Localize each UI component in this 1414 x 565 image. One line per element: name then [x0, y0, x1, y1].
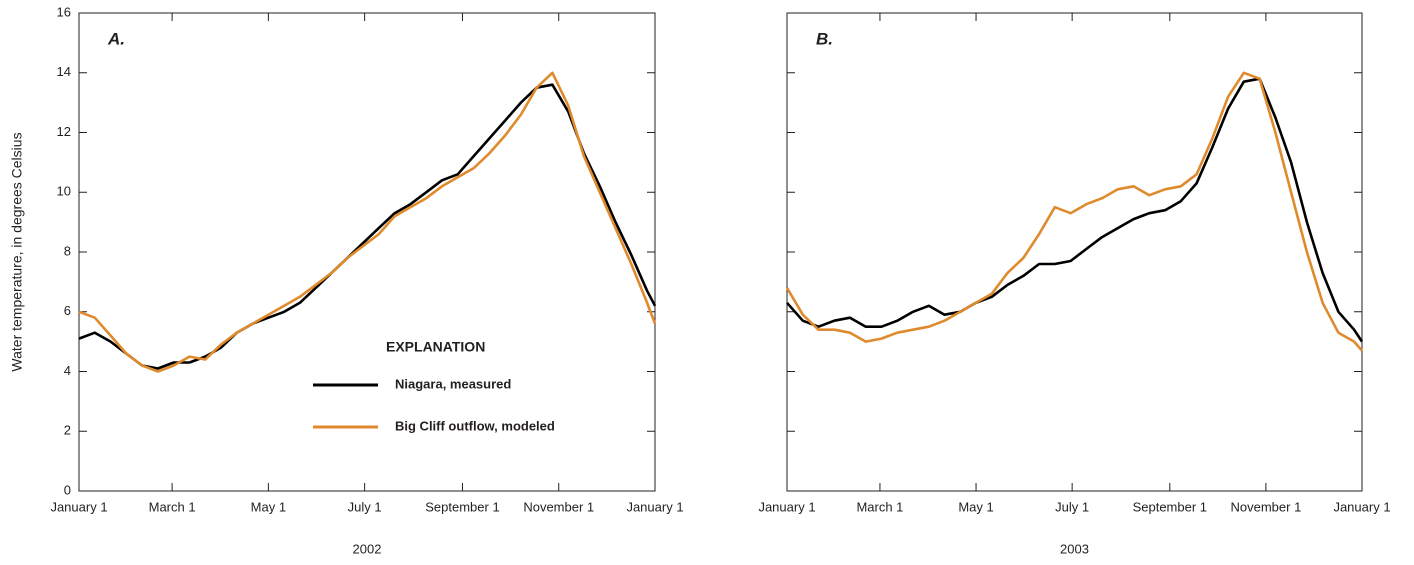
- data-line: [786, 77, 1364, 343]
- x-axis-label: 2003: [1060, 541, 1089, 556]
- y-tick-label: 6: [64, 303, 71, 318]
- y-tick-label: 8: [64, 243, 71, 258]
- y-tick-label: 10: [57, 184, 71, 199]
- data-line: [78, 83, 657, 370]
- x-tick-label: September 1: [425, 499, 499, 514]
- legend-label: Niagara, measured: [395, 376, 511, 391]
- data-line: [785, 71, 1363, 352]
- panel-label: A.: [107, 29, 125, 48]
- x-axis-label: 2002: [353, 541, 382, 556]
- plot-frame: [786, 12, 1363, 492]
- x-tick-label: May 1: [251, 499, 286, 514]
- y-tick-label: 12: [57, 124, 71, 139]
- legend-label: Big Cliff outflow, modeled: [395, 418, 555, 433]
- x-tick-label: March 1: [856, 499, 903, 514]
- panel-label: B.: [816, 29, 833, 48]
- y-axis-label: Water temperature, in degrees Celsius: [9, 132, 25, 371]
- legend-title: EXPLANATION: [386, 339, 485, 355]
- y-tick-label: 16: [57, 4, 71, 19]
- x-tick-label: March 1: [149, 499, 196, 514]
- y-tick-label: 0: [64, 482, 71, 497]
- x-tick-label: January 1: [626, 499, 683, 514]
- y-tick-label: 2: [64, 423, 71, 438]
- x-tick-label: January 1: [1333, 499, 1390, 514]
- x-tick-label: May 1: [958, 499, 993, 514]
- x-tick-label: November 1: [523, 499, 594, 514]
- y-tick-label: 4: [64, 363, 71, 378]
- x-tick-label: September 1: [1133, 499, 1207, 514]
- x-tick-label: July 1: [1055, 499, 1089, 514]
- y-tick-label: 14: [57, 64, 71, 79]
- data-line: [78, 71, 657, 373]
- x-tick-label: July 1: [348, 499, 382, 514]
- plot-frame: [78, 12, 656, 492]
- x-tick-label: November 1: [1230, 499, 1301, 514]
- x-tick-label: January 1: [50, 499, 107, 514]
- x-tick-label: January 1: [758, 499, 815, 514]
